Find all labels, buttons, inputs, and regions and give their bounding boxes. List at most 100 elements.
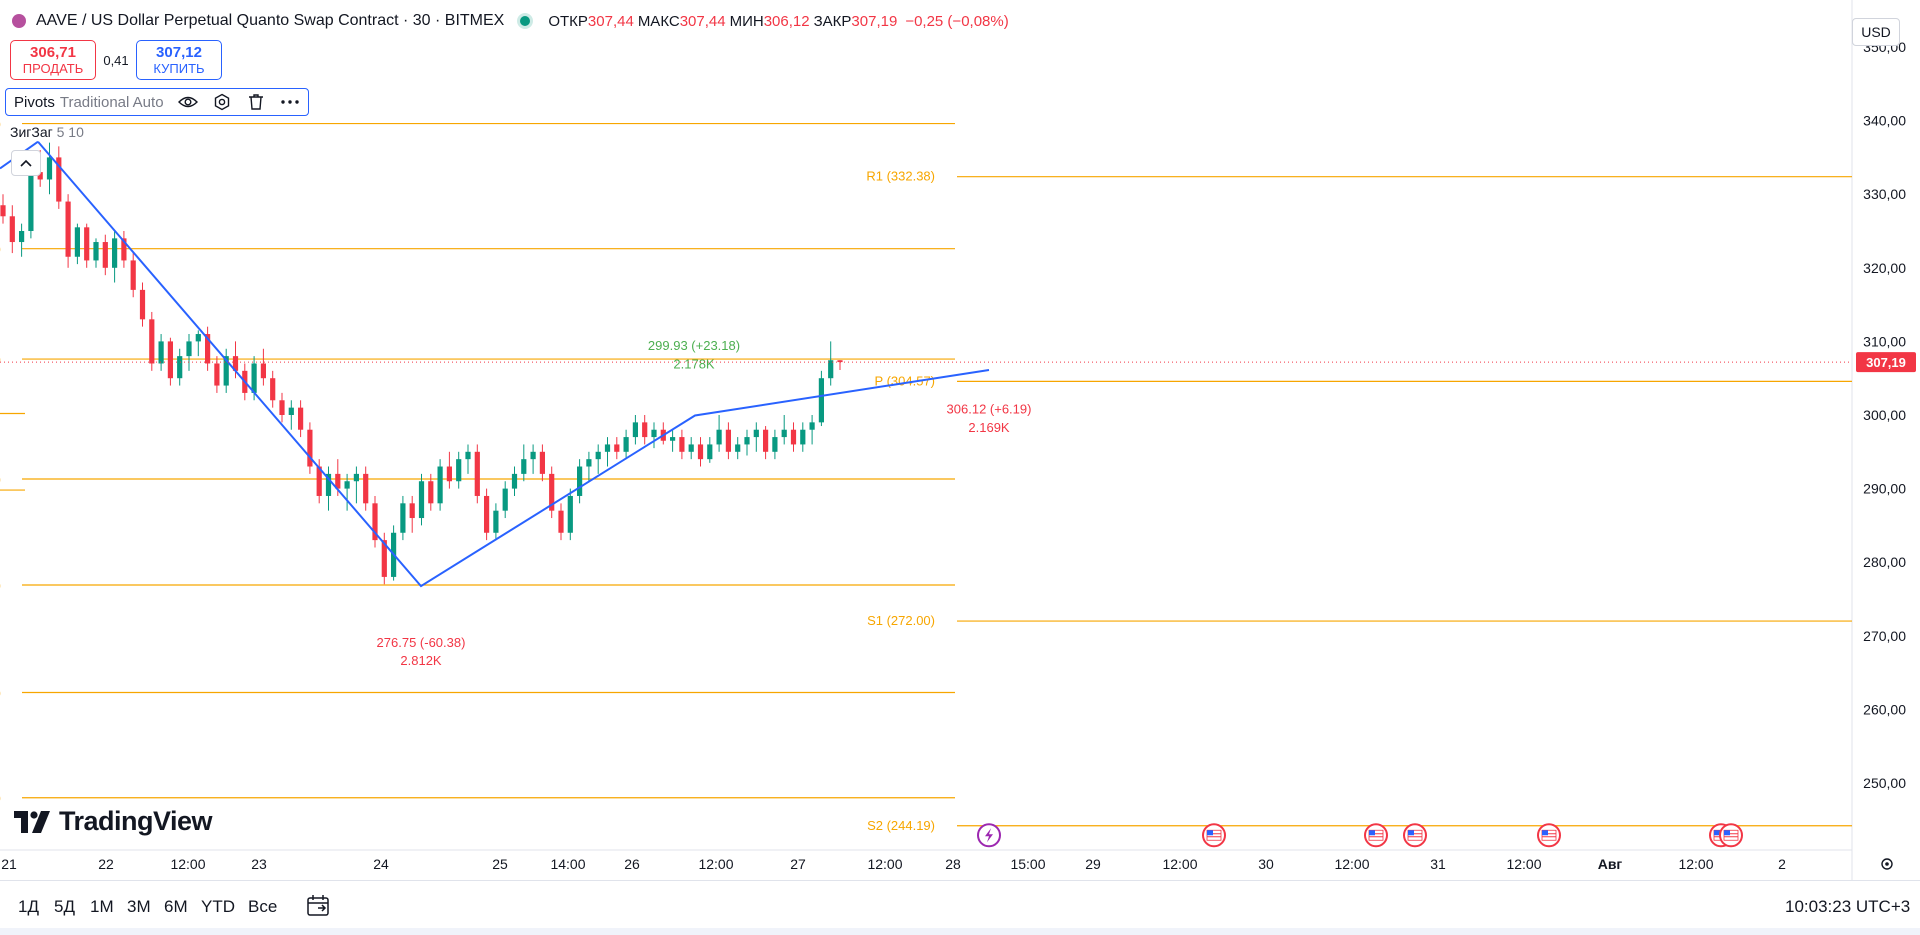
clock-timezone[interactable]: 10:03:23 UTC+3 [1785, 897, 1911, 916]
period-ytd[interactable]: YTD [201, 897, 235, 916]
candle-body [112, 238, 118, 268]
candle-body [465, 451, 471, 460]
trash-icon[interactable] [246, 92, 266, 112]
bottom-edge [0, 928, 1920, 935]
us-flag-icon-canton [1724, 830, 1730, 836]
candle-body [790, 429, 797, 445]
market-status-icon[interactable] [520, 16, 531, 26]
currency-selector[interactable]: USD [1852, 18, 1900, 46]
candle-body [428, 481, 434, 504]
price-tick-label: 330,00 [1863, 186, 1906, 202]
period-1d[interactable]: 1Д [18, 897, 39, 916]
candle-body [549, 473, 555, 511]
zigzag-label-low-volume: 2.812K [400, 653, 442, 668]
candle-body [223, 356, 229, 386]
candle-body [74, 227, 80, 257]
candle-body [679, 437, 685, 452]
sell-label: ПРОДАТЬ [22, 61, 84, 76]
period-3m[interactable]: 3М [127, 897, 151, 916]
sell-price: 306,71 [30, 44, 76, 61]
period-all[interactable]: Все [248, 897, 278, 916]
price-tick-label: 260,00 [1863, 701, 1906, 717]
candle-body [260, 363, 266, 379]
prev-pivot-label-0: ) [0, 117, 1, 131]
candle-body [763, 429, 769, 452]
time-tick-label: 12:00 [1678, 856, 1713, 872]
candle-body [828, 360, 834, 379]
pivots-indicator-args: Traditional Auto [59, 93, 164, 111]
settings-gear-icon[interactable] [212, 92, 232, 112]
price-tick-label: 280,00 [1863, 554, 1906, 570]
period-5d[interactable]: 5Д [54, 897, 75, 916]
zigzag-label-last: 306.12 (+6.19) [947, 402, 1032, 417]
tradingview-logo-icon [14, 810, 50, 833]
candle-body [809, 422, 815, 430]
time-tick-label: 21 [1, 856, 17, 872]
candle-body [363, 473, 369, 504]
candle-body [37, 172, 43, 180]
candle-body [716, 429, 722, 445]
ohlc-high-value: 307,44 [679, 12, 726, 30]
collapse-legend-button[interactable] [11, 150, 41, 176]
buy-label: КУПИТЬ [153, 61, 205, 76]
eye-icon[interactable] [177, 92, 198, 112]
candle-body [614, 444, 620, 452]
candle-body [595, 451, 601, 460]
candle-body [84, 227, 90, 261]
time-tick-label: 28 [945, 856, 961, 872]
candle-body [400, 503, 406, 533]
pivot-label-r1: R1 (332.38) [866, 169, 935, 184]
buy-button[interactable]: 307,12 КУПИТЬ [136, 40, 222, 80]
date-range-calendar-icon[interactable] [305, 893, 331, 919]
candle-body [316, 466, 322, 496]
candle-body [9, 216, 15, 243]
candle-body [232, 356, 239, 371]
candle-body [725, 429, 731, 452]
pivots-indicator-legend[interactable]: Pivots Traditional Auto [5, 88, 309, 116]
ohlc-close-value: 307,19 [851, 12, 898, 30]
candle-body [149, 319, 155, 364]
candle-body [325, 473, 332, 496]
price-chart[interactable]: )))))))R1 (332.38)P (304.57)S1 (272.00)S… [0, 0, 1920, 880]
period-6m[interactable]: 6М [164, 897, 188, 916]
candle-body [446, 466, 452, 482]
candle-body [335, 473, 341, 489]
time-tick-label: 25 [492, 856, 508, 872]
candle-body [558, 510, 564, 533]
last-price-tag [1856, 352, 1916, 373]
zigzag-label-high-volume: 2.178K [673, 357, 715, 372]
time-tick-label: 26 [624, 856, 640, 872]
logo-text: TradingView [59, 806, 213, 836]
candle-body [288, 407, 294, 415]
candle-body [484, 495, 490, 533]
trade-panel: 306,71 ПРОДАТЬ 0,41 307,12 КУПИТЬ [10, 40, 222, 80]
sell-button[interactable]: 306,71 ПРОДАТЬ [10, 40, 96, 80]
zigzag-label-high: 299.93 (+23.18) [648, 338, 740, 353]
time-tick-label: 22 [98, 856, 114, 872]
ohlc-low-label: МИН [729, 12, 764, 30]
axis-settings-icon[interactable] [1881, 858, 1893, 870]
zigzag-indicator-legend[interactable]: ЗигЗаг 5 10 [10, 124, 84, 140]
time-tick-label: 15:00 [1010, 856, 1045, 872]
price-tick-label: 250,00 [1863, 775, 1906, 791]
candle-body [688, 444, 694, 452]
candle-body [772, 437, 778, 452]
prev-pivot-label-5: ) [0, 685, 1, 699]
period-1m[interactable]: 1М [90, 897, 114, 916]
candle-body [19, 231, 25, 243]
candle-body [65, 201, 71, 257]
candle-body [539, 451, 545, 474]
candle-body [818, 378, 824, 423]
spread-value: 0,41 [103, 52, 129, 68]
us-flag-icon-canton [1714, 830, 1720, 836]
candle-body [139, 289, 146, 320]
time-tick-label: 12:00 [1334, 856, 1369, 872]
tradingview-logo[interactable]: TradingView [14, 806, 213, 837]
candle-body [474, 451, 480, 496]
candle-body [130, 260, 136, 290]
candle-body [781, 429, 787, 438]
more-options-icon[interactable] [280, 92, 300, 112]
candle-body [307, 429, 313, 467]
ohlc-open-value: 307,44 [587, 12, 634, 30]
candle-body [735, 444, 741, 452]
